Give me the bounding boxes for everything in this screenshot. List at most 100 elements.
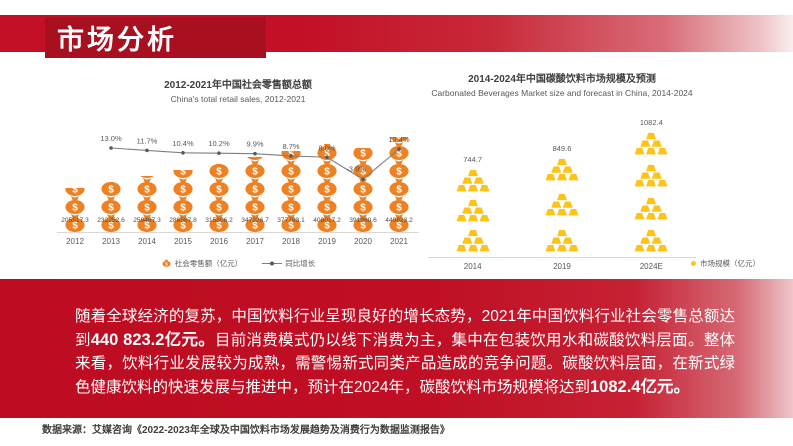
svg-text:$: $ [180, 185, 186, 196]
chart-subtitle: China's total retail sales, 2012-2021 [170, 94, 306, 104]
svg-text:$: $ [396, 221, 402, 232]
money-bag-icon: $ [389, 196, 409, 214]
x-axis [57, 232, 419, 233]
bar-value-label: 440823.2 [385, 217, 413, 224]
money-bag-icon: $ [281, 160, 301, 178]
summary-text: 随着全球经济的复苏，中国饮料行业呈现良好的增长态势，2021年中国饮料行业社会零… [75, 305, 735, 399]
money-bag-icon: $ [209, 163, 229, 178]
summary-highlight: 440 823.2亿元。 [90, 330, 215, 349]
retail-year-column: $ $ $ $ $408017.2 [309, 112, 345, 232]
money-bag-icon: $ [209, 178, 229, 196]
svg-text:$: $ [165, 261, 168, 266]
bar-value-label: 391980.6 [349, 217, 377, 224]
money-bag-icon: $ [65, 196, 85, 214]
svg-text:$: $ [216, 203, 222, 214]
svg-text:$: $ [396, 167, 402, 178]
svg-text:$: $ [216, 221, 222, 232]
ingot-stack [455, 169, 490, 252]
money-bag-stack: $ $ $ $ [134, 176, 160, 232]
bag-columns: $ $ $205517.3 $ $ $232252.6 $ $ $ $25948… [57, 112, 419, 232]
svg-text:$: $ [72, 188, 78, 196]
svg-text:$: $ [252, 185, 258, 196]
gold-ingot-stack-icon [544, 157, 579, 181]
money-bag-icon: $ [353, 178, 373, 196]
svg-text:$: $ [324, 185, 330, 196]
svg-text:$: $ [396, 149, 402, 160]
money-bag-icon: $ [173, 196, 193, 214]
x-axis-label: 2017 [246, 237, 264, 246]
svg-text:$: $ [396, 185, 402, 196]
x-axis-label: 2024E [639, 262, 663, 271]
svg-text:$: $ [360, 185, 366, 196]
svg-text:$: $ [396, 203, 402, 214]
money-bag-icon: $ [389, 214, 409, 232]
svg-text:$: $ [288, 221, 294, 232]
x-axis-label: 2019 [553, 262, 571, 271]
money-bag-icon: $ [173, 214, 193, 232]
svg-text:$: $ [252, 221, 258, 232]
bar-value-label: 259487.3 [133, 217, 161, 224]
gold-ingot-stack-icon [634, 132, 669, 155]
svg-text:$: $ [72, 221, 78, 232]
svg-text:$: $ [252, 167, 258, 178]
gold-ingot-stack-icon [544, 229, 579, 252]
x-axis-labels: 2012 2013 2014 2015 2016 2017 2018 2019 2020 2021 [57, 237, 419, 246]
ingot-plot-area: 744.7 849.6 1082.4 [428, 104, 696, 252]
x-axis-label: 2016 [210, 237, 228, 246]
money-bag-icon: $ [209, 214, 229, 232]
summary-run: 随着全球经济的复苏，中国饮料行业呈现良好的增长态势，2021年中国饮料行业社会零… [75, 308, 735, 349]
money-bag-icon: $ [137, 214, 157, 232]
svg-text:$: $ [252, 203, 258, 214]
money-bag-icon: $ [101, 196, 121, 214]
retail-year-column: $ $ $ $315806.2 [201, 112, 237, 232]
svg-text:$: $ [360, 149, 366, 160]
svg-text:$: $ [144, 221, 150, 232]
money-bag-icon: $ [162, 258, 171, 267]
money-bag-icon: $ [245, 214, 265, 232]
title-block: 市场分析 [45, 17, 266, 58]
svg-text:$: $ [360, 203, 366, 214]
retail-year-column: $ $ $ $ $377783.1 [273, 112, 309, 232]
carbonated-market-chart: 2014-2024年中国碳酸饮料市场规模及预测 Carbonated Bever… [428, 70, 780, 271]
market-year-column: 849.6 [526, 144, 598, 252]
money-bag-icon: $ [317, 214, 337, 232]
legend-label: 社会零售额（亿元） [174, 259, 243, 268]
money-bag-stack: $ $ $ [62, 187, 88, 232]
header-banner: 市场分析 [0, 15, 793, 58]
chart-title: 2012-2021年中国社会零售额总额 [164, 80, 312, 91]
svg-text:$: $ [216, 185, 222, 196]
money-bag-icon: $ [353, 196, 373, 214]
retail-year-column: $ $ $ $ $391980.6 [345, 112, 381, 232]
money-bag-icon: $ [65, 187, 85, 196]
yellow-dot-icon [691, 261, 696, 266]
charts-area: 2012-2021年中国社会零售额总额 China's total retail… [0, 62, 793, 280]
svg-text:$: $ [180, 170, 186, 177]
x-axis-label: 2020 [354, 237, 372, 246]
x-axis-label: 2015 [174, 237, 192, 246]
bar-value-label: 408017.2 [313, 217, 341, 224]
market-year-column: 744.7 [437, 155, 509, 252]
money-bag-icon: $ [389, 160, 409, 178]
money-bag-icon: $ [101, 181, 121, 196]
summary-panel: 随着全球经济的复苏，中国饮料行业呈现良好的增长态势，2021年中国饮料行业社会零… [0, 279, 793, 418]
page-title: 市场分析 [57, 25, 177, 55]
bar-value-label: 286587.8 [169, 217, 197, 224]
bar-value-label: 205517.3 [61, 217, 89, 224]
gold-ingot-stack-icon [455, 169, 490, 193]
money-bag-icon: $ [173, 170, 193, 178]
svg-text:$: $ [324, 221, 330, 232]
money-bag-icon: $ [281, 150, 301, 160]
legend-label: 同比增长 [285, 259, 316, 268]
bar-value-label: 347326.7 [241, 217, 269, 224]
summary-run: 目前消费模式仍以线下消费为主，集中在包装饮用水和碳酸饮料层面。整体来看，饮料行业… [75, 331, 735, 396]
legend: $ 社会零售额（亿元） 同比增长 [57, 258, 419, 269]
svg-text:$: $ [180, 203, 186, 214]
money-bag-icon: $ [389, 178, 409, 196]
gold-ingot-stack-icon [455, 229, 490, 252]
money-bag-icon: $ [281, 178, 301, 196]
x-axis-label: 2019 [318, 237, 336, 246]
svg-text:$: $ [108, 185, 114, 196]
svg-text:$: $ [360, 167, 366, 178]
retail-plot-area: $ $ $205517.3 $ $ $232252.6 $ $ $ $25948… [57, 112, 419, 232]
